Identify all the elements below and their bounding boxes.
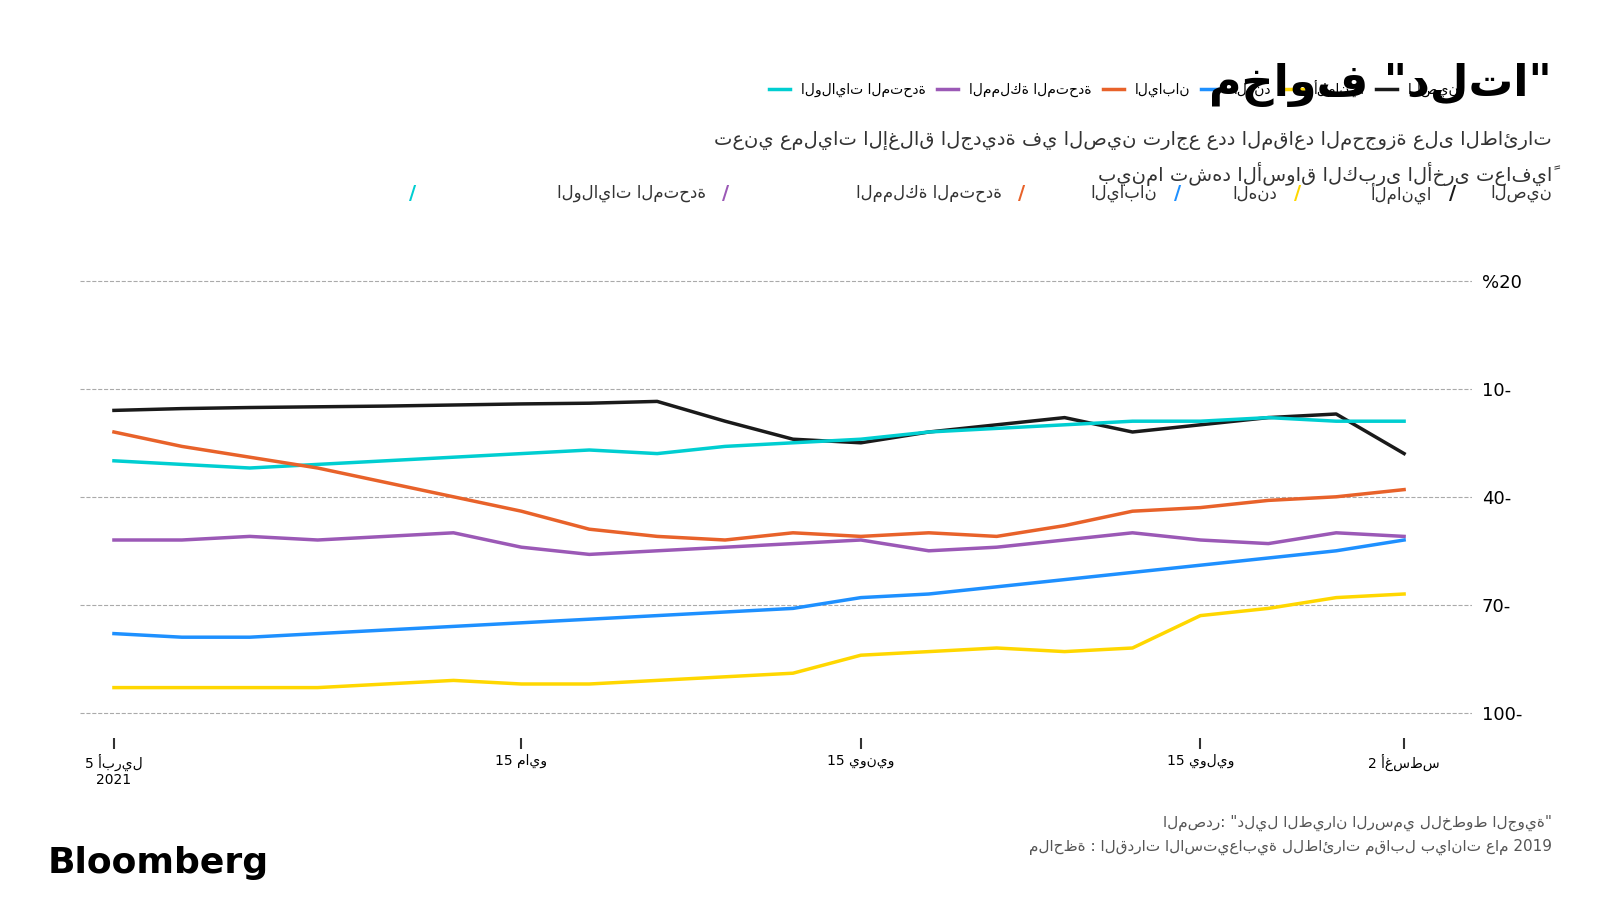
Text: /: / — [410, 184, 416, 203]
Text: /: / — [1019, 184, 1026, 203]
Text: /: / — [723, 184, 730, 203]
Text: المصدر: "دليل الطيران الرسمي للخطوط الجوية": المصدر: "دليل الطيران الرسمي للخطوط الجو… — [1163, 814, 1552, 831]
Text: /: / — [1450, 184, 1456, 203]
Text: /: / — [1174, 184, 1181, 203]
Text: /: / — [1294, 184, 1301, 203]
Text: الولايات المتحدة: الولايات المتحدة — [557, 184, 706, 202]
Text: الهند: الهند — [1232, 184, 1277, 202]
Text: اليابان: اليابان — [1090, 184, 1157, 202]
Text: الصين: الصين — [1490, 184, 1552, 202]
Text: ملاحظة : القدرات الاستيعابية للطائرات مقابل بيانات عام 2019: ملاحظة : القدرات الاستيعابية للطائرات مق… — [1029, 839, 1552, 855]
Text: بينما تشهد الأسواق الكبرى الأخرى تعافياً: بينما تشهد الأسواق الكبرى الأخرى تعافياً — [1098, 162, 1552, 186]
Text: ألمانيا: ألمانيا — [1371, 183, 1432, 204]
Text: تعني عمليات الإغلاق الجديدة في الصين تراجع عدد المقاعد المحجوزة على الطائرات: تعني عمليات الإغلاق الجديدة في الصين ترا… — [714, 130, 1552, 149]
Legend: الولايات المتحدة, المملكة المتحدة, اليابان, الهند, ألمانيا, الصين: الولايات المتحدة, المملكة المتحدة, الياب… — [763, 75, 1466, 103]
Text: مخاوف "دلتا": مخاوف "دلتا" — [1210, 63, 1552, 107]
Text: Bloomberg: Bloomberg — [48, 846, 269, 880]
Text: المملكة المتحدة: المملكة المتحدة — [856, 184, 1002, 202]
